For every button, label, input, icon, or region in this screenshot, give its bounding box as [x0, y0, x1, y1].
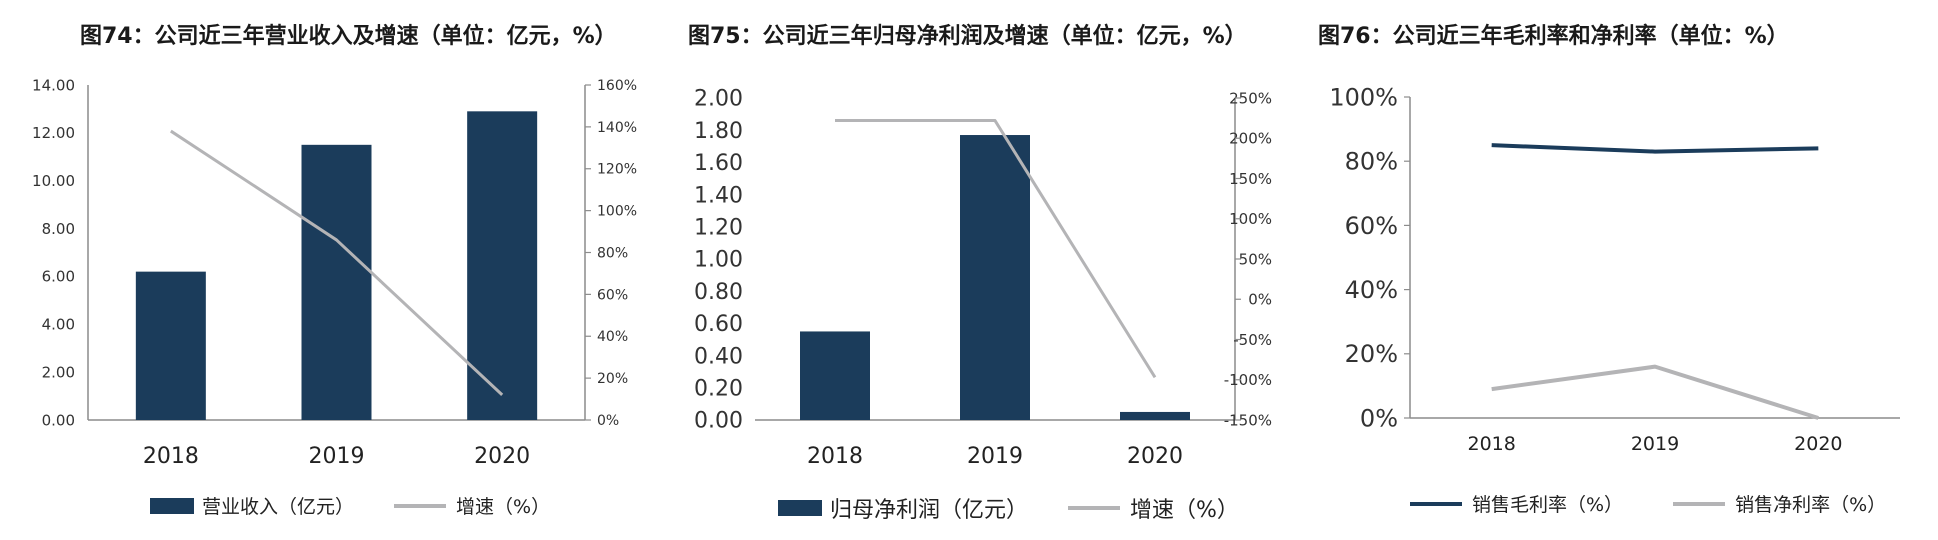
y-tick-label: 0.80	[694, 280, 743, 305]
bar	[1120, 411, 1190, 420]
legend-bar-swatch	[150, 497, 194, 514]
y2-tick-label: 100%	[597, 204, 637, 220]
y2-tick-label: 0%	[1248, 291, 1272, 309]
legend-bar-label: 归母净利润（亿元）	[830, 498, 1029, 523]
chart-legend: 销售毛利率（%） 销售净利率（%）	[1410, 490, 1886, 517]
x-tick-label: 2019	[967, 444, 1023, 469]
y-tick-label: 14.00	[32, 76, 75, 94]
y2-tick-label: 20%	[597, 371, 628, 387]
legend-item-bar: 营业收入（亿元）	[150, 492, 354, 519]
y-tick-label: 1.40	[694, 183, 743, 208]
y-tick-label: 0%	[1360, 404, 1398, 432]
y2-tick-label: 250%	[1229, 89, 1272, 107]
y-tick-label: 2.00	[42, 363, 75, 381]
y-tick-label: 0.00	[694, 409, 743, 434]
y-tick-label: 80%	[1345, 148, 1398, 176]
chart-panel-net-profit: 图75：公司近三年归母净利润及增速（单位：亿元，%） 0.00 0.20 0.40 0…	[650, 0, 1300, 540]
x-tick-label: 2018	[807, 444, 863, 469]
revenue-chart: 0.00 2.00 4.00 6.00 8.00 10.00 12.00 14.00 0% 20%…	[32, 76, 637, 469]
y-tick-label: 2.00	[694, 87, 743, 112]
legend-item-gross-margin: 销售毛利率（%）	[1410, 490, 1623, 517]
series-line	[170, 129, 504, 396]
legend-line-swatch	[394, 503, 447, 508]
bar	[960, 135, 1030, 420]
y-tick-label: 100%	[1329, 83, 1398, 111]
y-tick-label: 0.00	[42, 411, 75, 429]
net-profit-chart: 0.00 0.20 0.40 0.60 0.80 1.00 1.20 1.40 1.60 1.80…	[694, 87, 1272, 469]
legend-item-line: 增速（%）	[1068, 492, 1239, 524]
x-tick-label: 2020	[474, 444, 530, 469]
series-line	[1491, 364, 1819, 420]
legend-net-margin-label: 销售净利率（%）	[1735, 494, 1887, 516]
y-tick-label: 12.00	[32, 124, 75, 142]
y2-tick-label: 100%	[1229, 210, 1272, 228]
legend-bar-label: 营业收入（亿元）	[202, 496, 355, 518]
x-tick-label: 2018	[143, 444, 199, 469]
y-tick-label: 0.40	[694, 344, 743, 369]
legend-bar-swatch	[778, 500, 822, 516]
bar	[135, 271, 206, 420]
y-tick-label: 1.00	[694, 248, 743, 273]
chart-title: 图75：公司近三年归母净利润及增速（单位：亿元，%）	[688, 24, 1247, 49]
y-tick-label: 1.20	[694, 216, 743, 241]
y2-tick-label: -50%	[1233, 331, 1272, 349]
y2-tick-label: -150%	[1224, 411, 1272, 429]
legend-gross-margin-label: 销售毛利率（%）	[1472, 494, 1624, 516]
legend-net-margin-swatch	[1673, 501, 1726, 506]
y2-tick-label: 200%	[1229, 130, 1272, 148]
legend-item-bar: 归母净利润（亿元）	[778, 492, 1028, 524]
chart-panel-revenue: 图74：公司近三年营业收入及增速（单位：亿元，%） 0.00 2.00 4.00 6.…	[0, 0, 640, 540]
chart-panel-margins: 图76：公司近三年毛利率和净利率（单位：%） 0% 20% 40% 60% 80% 100…	[1310, 0, 1938, 540]
y2-tick-label: 160%	[597, 78, 637, 94]
series-line	[835, 119, 1157, 379]
y2-tick-label: 140%	[597, 120, 637, 136]
legend-line-swatch	[1068, 506, 1121, 510]
y-tick-label: 0.20	[694, 377, 743, 402]
legend-gross-margin-swatch	[1410, 501, 1462, 506]
legend-line-label: 增速（%）	[456, 496, 551, 518]
y-tick-label: 10.00	[32, 172, 75, 190]
chart-title: 图74：公司近三年营业收入及增速（单位：亿元，%）	[80, 24, 617, 49]
y-tick-label: 8.00	[42, 220, 75, 238]
y-tick-label: 20%	[1345, 340, 1398, 368]
y-tick-label: 1.80	[694, 119, 743, 144]
series-line	[1491, 143, 1819, 154]
x-tick-label: 2020	[1794, 433, 1842, 455]
y2-tick-label: 60%	[597, 287, 628, 303]
legend-line-label: 增速（%）	[1130, 498, 1239, 523]
y-tick-label: 0.60	[694, 312, 743, 337]
y2-tick-label: 40%	[597, 329, 628, 345]
x-tick-label: 2018	[1467, 433, 1515, 455]
y2-tick-label: 50%	[1239, 250, 1272, 268]
x-tick-label: 2020	[1127, 444, 1183, 469]
y-tick-label: 40%	[1345, 276, 1398, 304]
x-tick-label: 2019	[1631, 433, 1679, 455]
y-tick-label: 4.00	[42, 316, 75, 334]
chart-title: 图76：公司近三年毛利率和净利率（单位：%）	[1318, 24, 1789, 49]
x-tick-label: 2019	[309, 444, 365, 469]
y2-tick-label: 0%	[597, 413, 619, 429]
y2-tick-label: 150%	[1229, 170, 1272, 188]
bar	[800, 331, 870, 420]
margins-chart: 0% 20% 40% 60% 80% 100% 2018 2019 2020	[1329, 83, 1900, 455]
y-tick-label: 1.60	[694, 151, 743, 176]
legend-item-line: 增速（%）	[394, 492, 550, 519]
y2-tick-label: 80%	[597, 245, 628, 261]
legend-item-net-margin: 销售净利率（%）	[1673, 490, 1886, 517]
y2-tick-label: -100%	[1224, 371, 1272, 389]
chart-legend: 归母净利润（亿元） 增速（%）	[778, 492, 1239, 524]
y-tick-label: 60%	[1345, 212, 1398, 240]
bar	[467, 111, 538, 421]
y2-tick-label: 120%	[597, 162, 637, 178]
chart-legend: 营业收入（亿元） 增速（%）	[150, 492, 550, 519]
bar	[301, 144, 372, 421]
y-tick-label: 6.00	[42, 268, 75, 286]
